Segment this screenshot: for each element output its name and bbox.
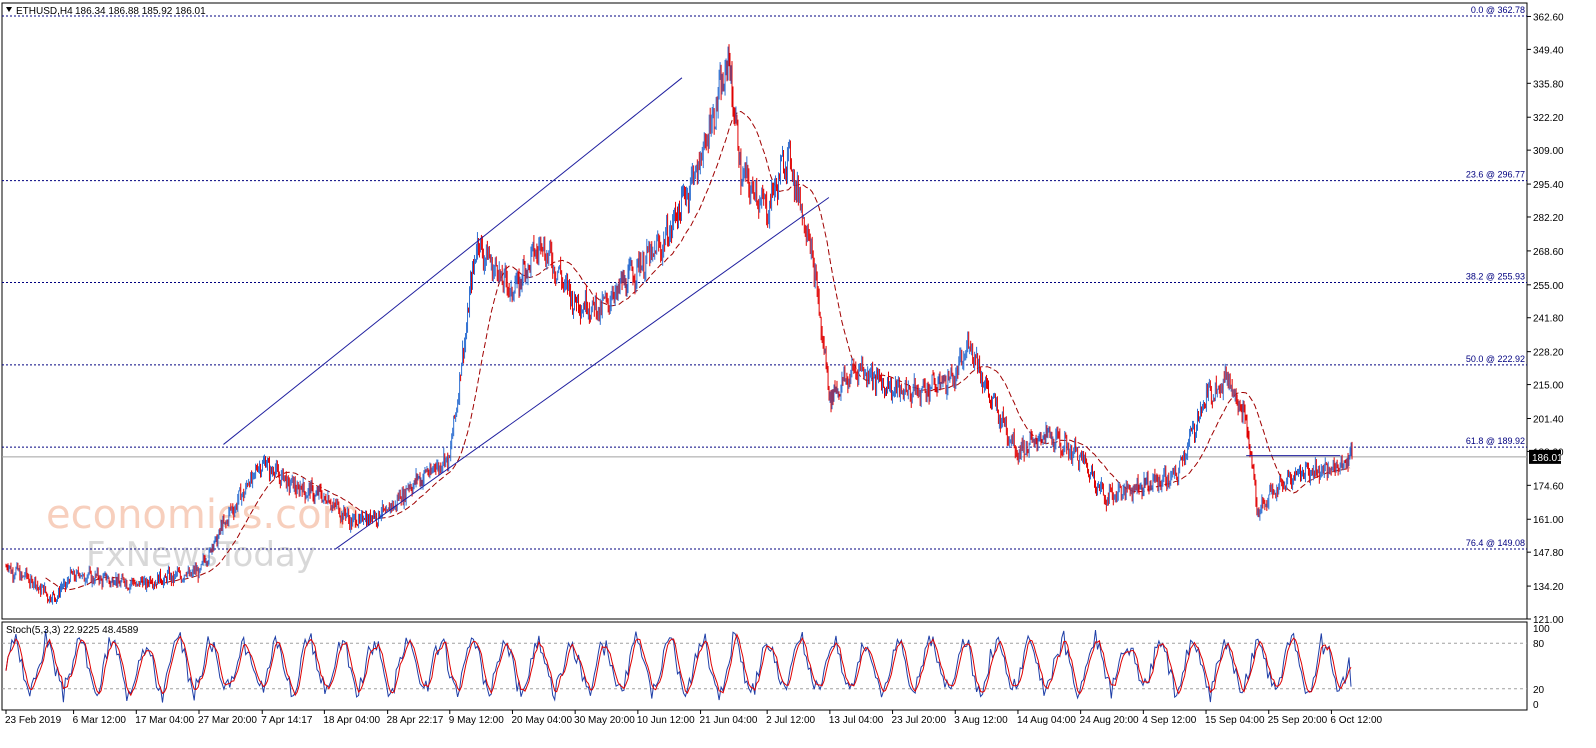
time-tick-label: 13 Jul 04:00 xyxy=(829,715,884,726)
price-tick-label: 362.60 xyxy=(1533,12,1564,23)
price-tick-label: 134.20 xyxy=(1533,582,1564,593)
ohlc-readout: 186.34 186.88 185.92 186.01 xyxy=(75,6,206,17)
current-price-tag-label: 186.01 xyxy=(1532,453,1563,464)
time-tick-label: 14 Aug 04:00 xyxy=(1017,715,1076,726)
stoch-main-line xyxy=(5,630,1352,703)
fib-level-label: 23.6 @ 296.77 xyxy=(1466,170,1525,180)
time-tick-label: 18 Apr 04:00 xyxy=(323,715,380,726)
time-tick-label: 6 Mar 12:00 xyxy=(73,715,127,726)
price-tick-label: 147.80 xyxy=(1533,548,1564,559)
stoch-panel-frame xyxy=(1,621,1528,711)
price-tick-label: 215.00 xyxy=(1533,381,1564,392)
stoch-tick-label: 0 xyxy=(1533,700,1539,711)
price-tick-label: 282.20 xyxy=(1533,213,1564,224)
time-tick-label: 2 Jul 12:00 xyxy=(766,715,815,726)
time-tick-label: 20 May 04:00 xyxy=(511,715,572,726)
fib-level-label: 76.4 @ 149.08 xyxy=(1466,538,1525,548)
time-tick-label: 23 Jul 20:00 xyxy=(892,715,947,726)
price-tick-label: 322.20 xyxy=(1533,113,1564,124)
time-tick-label: 10 Jun 12:00 xyxy=(637,715,695,726)
stochastic-oscillator xyxy=(2,630,1527,703)
fib-level-label: 0.0 @ 362.78 xyxy=(1471,5,1525,15)
price-tick-label: 309.00 xyxy=(1533,146,1564,157)
stoch-tick-label: 100 xyxy=(1533,624,1550,635)
price-tick-label: 121.00 xyxy=(1533,615,1564,626)
price-tick-label: 201.40 xyxy=(1533,414,1564,425)
price-tick-label: 335.80 xyxy=(1533,79,1564,90)
time-tick-label: 30 May 20:00 xyxy=(574,715,635,726)
time-tick-label: 24 Aug 20:00 xyxy=(1080,715,1139,726)
candles xyxy=(5,44,1353,605)
time-tick-label: 25 Sep 20:00 xyxy=(1268,715,1328,726)
price-tick-label: 255.00 xyxy=(1533,281,1564,292)
trendline-channel-lower xyxy=(334,197,830,550)
stoch-tick-label: 20 xyxy=(1533,685,1545,696)
price-tick-label: 228.20 xyxy=(1533,348,1564,359)
stoch-header-label: Stoch(5,3,3) 22.9225 48.4589 xyxy=(6,625,139,636)
price-panel-frame xyxy=(1,2,1528,620)
fib-level-label: 50.0 @ 222.92 xyxy=(1466,354,1525,364)
stoch-axis: 100 80 20 0 xyxy=(1533,624,1550,711)
fibonacci-levels: 0.0 @ 362.78 23.6 @ 296.77 38.2 @ 255.93 50… xyxy=(2,5,1527,550)
trendline-channel-upper xyxy=(223,77,683,445)
time-axis: 23 Feb 2019 6 Mar 12:00 17 Mar 04:00 27 Mar… xyxy=(5,710,1383,726)
collapse-triangle-icon[interactable] xyxy=(6,7,12,12)
chart-header: ETHUSD,H4 186.34 186.88 185.92 186.01 xyxy=(6,6,206,17)
time-tick-label: 28 Apr 22:17 xyxy=(387,715,444,726)
price-tick-label: 295.40 xyxy=(1533,180,1564,191)
time-tick-label: 6 Oct 12:00 xyxy=(1330,715,1382,726)
price-tick-label: 241.80 xyxy=(1533,314,1564,325)
time-tick-label: 3 Aug 12:00 xyxy=(954,715,1008,726)
trendlines[interactable] xyxy=(223,77,1341,550)
time-tick-label: 17 Mar 04:00 xyxy=(135,715,194,726)
price-axis: 362.60 349.40 335.80 322.20 309.00 295.40 282.… xyxy=(1527,12,1564,626)
symbol-label: ETHUSD,H4 xyxy=(16,6,73,17)
price-tick-label: 161.00 xyxy=(1533,515,1564,526)
time-tick-label: 21 Jun 04:00 xyxy=(700,715,758,726)
time-tick-label: 23 Feb 2019 xyxy=(5,715,62,726)
stoch-signal-line xyxy=(5,633,1352,697)
time-tick-label: 4 Sep 12:00 xyxy=(1142,715,1196,726)
price-tick-label: 349.40 xyxy=(1533,45,1564,56)
price-tick-label: 268.60 xyxy=(1533,247,1564,258)
time-tick-label: 15 Sep 04:00 xyxy=(1205,715,1265,726)
time-tick-label: 27 Mar 20:00 xyxy=(198,715,257,726)
fib-level-label: 38.2 @ 255.93 xyxy=(1466,271,1525,281)
current-price-tag xyxy=(1529,449,1561,464)
stoch-tick-label: 80 xyxy=(1533,639,1545,650)
price-tick-label: 174.60 xyxy=(1533,481,1564,492)
time-tick-label: 7 Apr 14:17 xyxy=(261,715,313,726)
time-tick-label: 9 May 12:00 xyxy=(449,715,504,726)
fib-level-label: 61.8 @ 189.92 xyxy=(1466,436,1525,446)
